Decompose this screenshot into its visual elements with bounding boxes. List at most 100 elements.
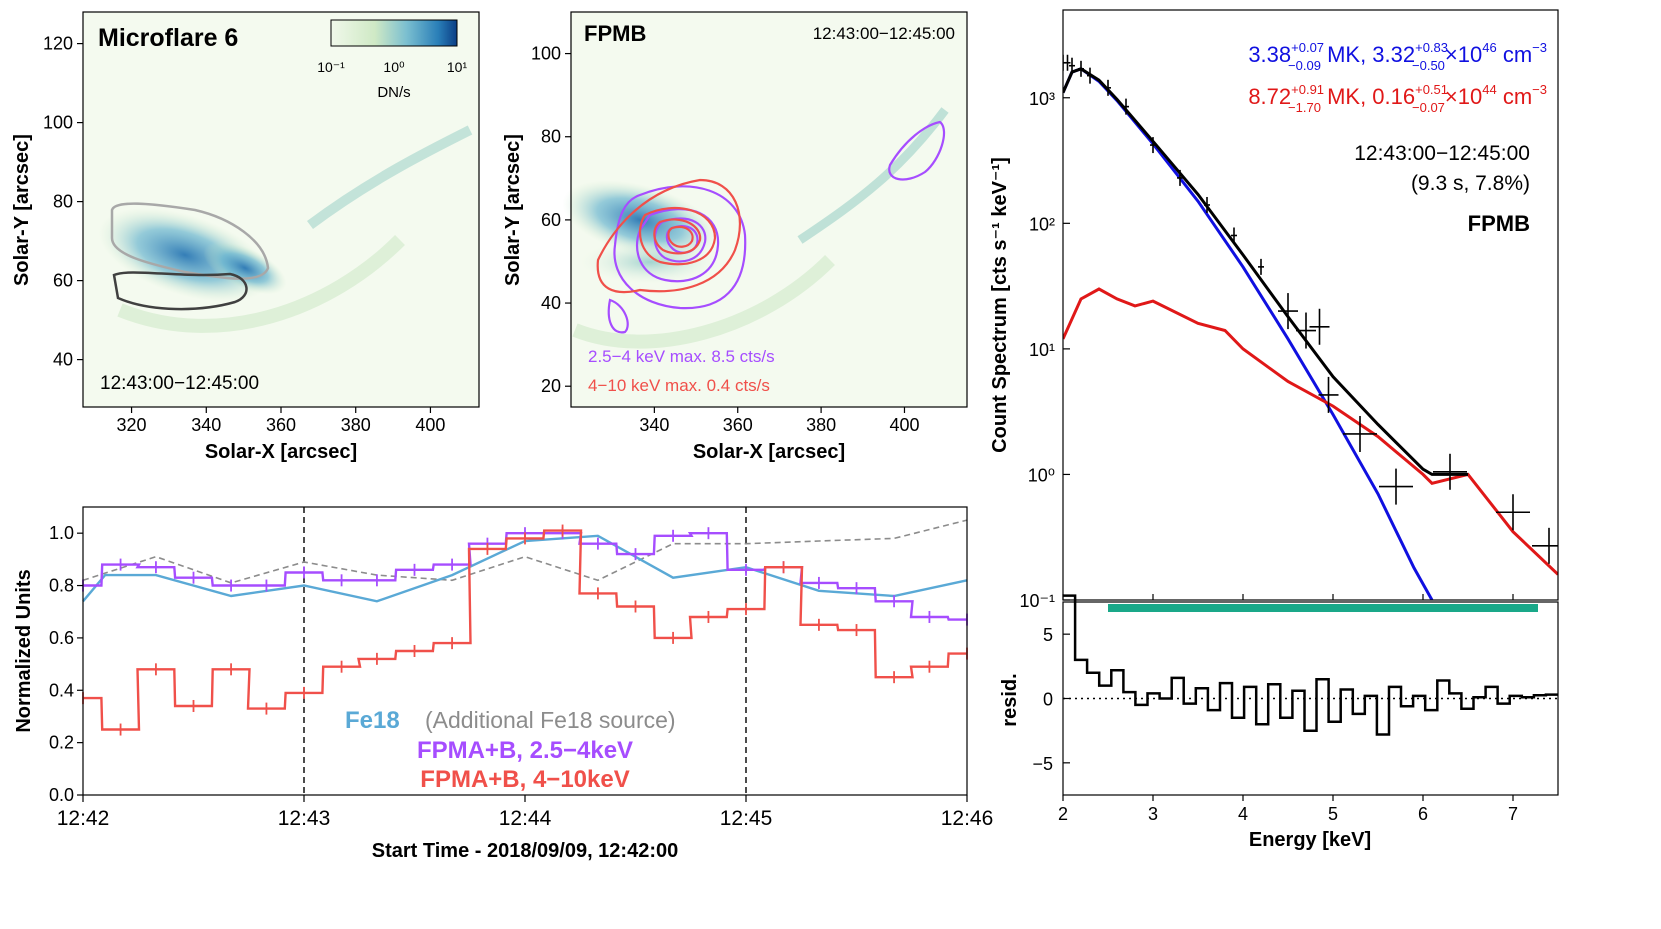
- resid-x-tick-label: 4: [1238, 804, 1248, 824]
- lightcurve-xlabel: Start Time - 2018/09/09, 12:42:00: [372, 840, 678, 862]
- spectrum-xlabel: Energy [keV]: [1249, 829, 1371, 851]
- fit2-unit: cm: [1497, 84, 1532, 109]
- spectrum-background: [1063, 10, 1558, 600]
- y-tick-label: 60: [53, 271, 73, 291]
- spectrum-plot-area: [1063, 54, 1558, 600]
- fit-annotation-hot: 8.72+0.91 −1.70 MK, 0.16+0.51 −0.07×1044 c…: [1248, 82, 1547, 115]
- fit-range-bar: [1108, 604, 1538, 612]
- resid-y-tick-label: 0: [1043, 690, 1053, 710]
- fit1-unit-exp: −3: [1532, 40, 1547, 55]
- lightcurve-y-tick-label: 0.0: [49, 785, 74, 805]
- lightcurve-x-tick-label: 12:46: [941, 807, 994, 830]
- fpmb-map-time: 12:43:00−12:45:00: [813, 24, 955, 43]
- contour-label-4-10keV: 4−10 keV max. 0.4 cts/s: [588, 376, 770, 395]
- resid-ylabel: resid.: [999, 673, 1021, 726]
- x-tick-label: 340: [639, 415, 669, 435]
- aia-map-time: 12:43:00−12:45:00: [100, 373, 259, 394]
- spectrum-y-tick-label: 10³: [1029, 89, 1055, 109]
- fpm-4-10keV-line: [83, 529, 967, 731]
- hot-component-line: [1063, 287, 1558, 576]
- x-tick-label: 340: [191, 415, 221, 435]
- aia-core-emission: [203, 241, 287, 295]
- fit1-exp: 46: [1482, 40, 1496, 55]
- lightcurve-ticks: 12:42 12:43 12:44 12:45 12:46 0.0 0.2 0.4 0.6 0.8…: [49, 523, 993, 830]
- lightcurve-x-tick-label: 12:43: [278, 807, 331, 830]
- fpmb-map-ticks: 340 360 380 400 20 40 60 80 100: [531, 44, 920, 435]
- fit1-em-err-dn: −0.50: [1412, 58, 1445, 73]
- fe18-line: [82, 534, 968, 603]
- aia-faint-arc: [117, 235, 405, 333]
- fit1-em-err-up: +0.83: [1415, 40, 1448, 55]
- legend-fpm-2.5-4keV: FPMA+B, 2.5−4keV: [417, 737, 633, 764]
- fit-annotation-cool: 3.38+0.07 −0.09 MK, 3.32+0.83 −0.50×1046 c…: [1248, 40, 1547, 73]
- x-tick-label: 380: [341, 415, 371, 435]
- aia-dark-contour: [112, 271, 248, 311]
- fit2-times: ×10: [1445, 84, 1482, 109]
- resid-x-tick-label: 5: [1328, 804, 1338, 824]
- fit1-temperature: 3.38: [1248, 42, 1291, 67]
- legend-additional-fe18: (Additional Fe18 source): [425, 707, 676, 733]
- fpmb-map-panel: 340 360 380 400 20 40 60 80 100 FPMB 12:43:00−12…: [502, 11, 968, 463]
- lightcurve-y-tick-label: 0.2: [49, 733, 74, 753]
- fit2-temperature: 8.72: [1248, 84, 1291, 109]
- x-tick-label: 320: [117, 415, 147, 435]
- aia-map-title: Microflare 6: [98, 24, 238, 52]
- lightcurve-x-tick-label: 12:45: [720, 807, 773, 830]
- colorbar-tick-mid: 10⁰: [383, 59, 405, 75]
- colorbar-label: DN/s: [377, 84, 410, 101]
- fit2-em: MK, 0.16: [1321, 84, 1415, 109]
- lightcurve-background: [83, 507, 967, 795]
- additional-fe18-line: [82, 519, 968, 584]
- resid-x-tick-label: 7: [1508, 804, 1518, 824]
- x-tick-label: 400: [415, 415, 445, 435]
- aia-colorbar: [330, 19, 458, 47]
- y-tick-label: 80: [541, 127, 561, 147]
- total-model-line: [1063, 67, 1468, 476]
- lightcurve-ylabel: Normalized Units: [13, 569, 35, 732]
- lightcurve-y-tick-label: 1.0: [49, 523, 74, 543]
- colorbar-tick-high: 10¹: [447, 59, 468, 75]
- aia-outer-loop: [307, 125, 473, 230]
- fpmb-outer-loop: [797, 107, 949, 244]
- y-tick-label: 20: [541, 376, 561, 396]
- resid-x-tick-label: 2: [1058, 804, 1068, 824]
- fit2-unit-exp: −3: [1532, 82, 1547, 97]
- fit1-temp-err-dn: −0.09: [1288, 58, 1321, 73]
- fpmb-map-frame: [570, 11, 968, 408]
- spectrum-panel: 10⁻¹ 10⁰ 10¹ 10² 10³ 3.38+0.07 −0.09 MK, 3.32…: [989, 9, 1559, 851]
- fpmb-contours-4-10keV: [596, 178, 742, 294]
- fit1-times: ×10: [1445, 42, 1482, 67]
- lightcurve-y-tick-label: 0.6: [49, 628, 74, 648]
- spectrum-frame: [1062, 9, 1559, 601]
- aia-map-ylabel: Solar-Y [arcsec]: [11, 134, 33, 286]
- fit1-em: MK, 3.32: [1321, 42, 1415, 67]
- lightcurve-y-tick-label: 0.4: [49, 680, 74, 700]
- y-tick-label: 100: [43, 113, 73, 133]
- spectrum-ticks: 10⁻¹ 10⁰ 10¹ 10² 10³: [1019, 89, 1514, 611]
- spectrum-time: 12:43:00−12:45:00: [1354, 142, 1530, 165]
- fit1-temp-err-up: +0.07: [1291, 40, 1324, 55]
- lightcurve-x-tick-label: 12:44: [499, 807, 552, 830]
- spectrum-detector: FPMB: [1468, 211, 1530, 236]
- y-tick-label: 100: [531, 44, 561, 64]
- y-tick-label: 80: [53, 192, 73, 212]
- resid-step-line: [1063, 594, 1558, 736]
- contour-label-2.5-4keV: 2.5−4 keV max. 8.5 cts/s: [588, 347, 775, 366]
- lightcurve-y-tick-label: 0.8: [49, 576, 74, 596]
- lightcurve-plot-area: [82, 507, 968, 795]
- x-tick-label: 380: [806, 415, 836, 435]
- fit2-temp-err-dn: −1.70: [1288, 100, 1321, 115]
- aia-map-xlabel: Solar-X [arcsec]: [205, 441, 357, 463]
- spectrum-livetime: (9.3 s, 7.8%): [1411, 172, 1530, 195]
- aia-map-panel: 320 340 360 380 400 40 60 80 100 120 Microflare 6…: [11, 11, 480, 463]
- spectrum-y-tick-label: 10⁻¹: [1019, 591, 1055, 611]
- fpmb-map-title: FPMB: [584, 21, 646, 46]
- resid-y-tick-label: −5: [1032, 754, 1053, 774]
- x-tick-label: 400: [889, 415, 919, 435]
- fit2-temp-err-up: +0.91: [1291, 82, 1324, 97]
- y-tick-label: 40: [53, 350, 73, 370]
- y-tick-label: 40: [541, 293, 561, 313]
- spectrum-ylabel: Count Spectrum [cts s⁻¹ keV⁻¹]: [989, 157, 1011, 453]
- resid-x-tick-label: 6: [1418, 804, 1428, 824]
